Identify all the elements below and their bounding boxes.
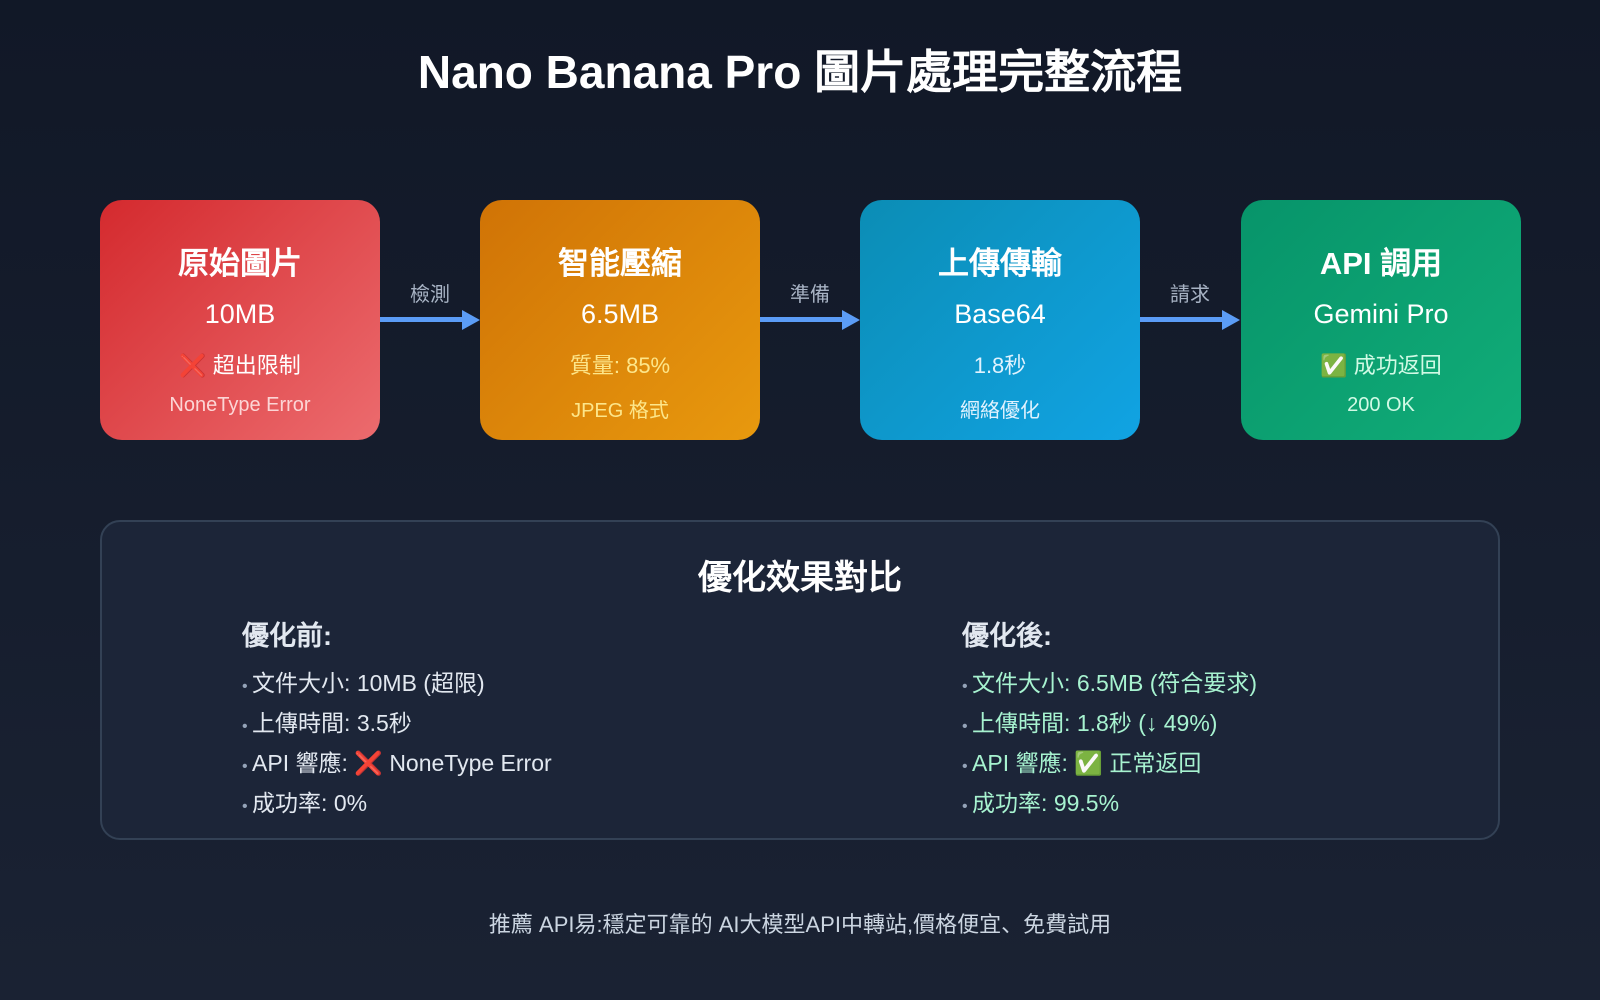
after-heading: 優化後:	[962, 621, 1052, 651]
step-status: 質量: 85%	[569, 353, 671, 378]
arrow-label: 準備	[790, 284, 830, 306]
step-name: 智能壓縮	[558, 246, 682, 281]
arrow-right-icon	[380, 306, 480, 334]
after-column: 優化後: 文件大小: 6.5MB (符合要求) 上傳時間: 1.8秒 (↓ 49…	[962, 614, 1257, 823]
step-name: 上傳傳輸	[938, 246, 1062, 281]
step-note: NoneType Error	[169, 394, 311, 416]
before-column: 優化前: 文件大小: 10MB (超限) 上傳時間: 3.5秒 API 響應: …	[242, 614, 552, 823]
step-value: Gemini Pro	[1313, 299, 1449, 329]
step-value: 10MB	[204, 299, 276, 329]
step-name: API 調用	[1319, 246, 1443, 281]
list-item: API 響應: ✅ 正常返回	[962, 743, 1257, 783]
list-item: API 響應: ❌ NoneType Error	[242, 743, 552, 783]
step-note: 網絡優化	[960, 400, 1040, 422]
step-upload: 上傳傳輸 Base64 1.8秒 網絡優化	[860, 200, 1140, 440]
step-status: ✅ 成功返回	[1320, 353, 1442, 378]
list-item: 上傳時間: 1.8秒 (↓ 49%)	[962, 703, 1257, 743]
list-item: 上傳時間: 3.5秒	[242, 703, 552, 743]
step-status: 1.8秒	[973, 353, 1027, 378]
arrow-right-icon	[1140, 306, 1240, 334]
step-note: JPEG 格式	[571, 400, 669, 422]
arrow-label: 請求	[1170, 284, 1210, 306]
comparison-panel: 優化效果對比 優化前: 文件大小: 10MB (超限) 上傳時間: 3.5秒 A…	[100, 520, 1500, 840]
list-item: 文件大小: 6.5MB (符合要求)	[962, 663, 1257, 703]
page-title: Nano Banana Pro 圖片處理完整流程	[417, 46, 1183, 98]
before-heading: 優化前:	[242, 621, 332, 651]
step-original-image: 原始圖片 10MB ❌ 超出限制 NoneType Error	[100, 200, 380, 440]
footer-text: 推薦 API易:穩定可靠的 AI大模型API中轉站,價格便宜、免費試用	[488, 912, 1112, 937]
step-note: 200 OK	[1347, 394, 1415, 416]
step-value: Base64	[954, 299, 1046, 329]
list-item: 文件大小: 10MB (超限)	[242, 663, 552, 703]
step-name: 原始圖片	[178, 246, 302, 281]
step-status: ❌ 超出限制	[179, 353, 301, 378]
comparison-title: 優化效果對比	[698, 559, 902, 597]
list-item: 成功率: 0%	[242, 783, 552, 823]
step-compression: 智能壓縮 6.5MB 質量: 85% JPEG 格式	[480, 200, 760, 440]
arrow-right-icon	[760, 306, 860, 334]
step-value: 6.5MB	[580, 299, 660, 329]
arrow-label: 檢測	[410, 284, 450, 306]
step-api-call: API 調用 Gemini Pro ✅ 成功返回 200 OK	[1241, 200, 1521, 440]
list-item: 成功率: 99.5%	[962, 783, 1257, 823]
